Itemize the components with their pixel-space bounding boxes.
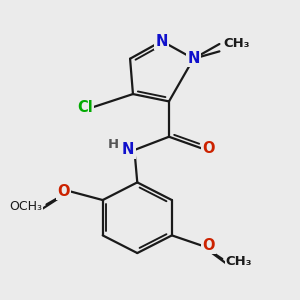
Text: CH₃: CH₃ [226, 255, 252, 268]
Text: CH₃: CH₃ [224, 37, 250, 50]
Text: OCH₃: OCH₃ [9, 200, 42, 213]
Text: O: O [202, 238, 214, 253]
Text: O: O [202, 141, 214, 156]
Text: Cl: Cl [77, 100, 93, 115]
Text: N: N [156, 34, 168, 49]
Text: N: N [122, 142, 134, 158]
Text: O: O [57, 184, 70, 199]
Text: N: N [187, 51, 200, 66]
Text: H: H [107, 138, 118, 151]
